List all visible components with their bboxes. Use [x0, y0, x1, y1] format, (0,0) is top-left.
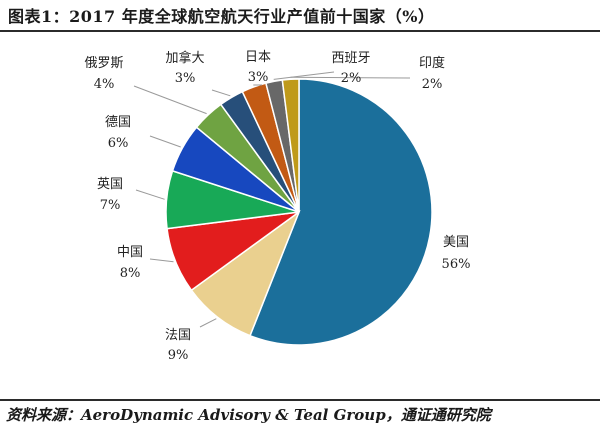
- slice-value-label: 56%: [442, 257, 471, 272]
- slice-category-label: 法国: [165, 328, 191, 343]
- pie-slices: [165, 78, 433, 346]
- leader-line-7: [211, 89, 231, 97]
- leader-line-6: [133, 85, 207, 115]
- slice-category-label: 德国: [105, 115, 131, 130]
- slice-category-label: 中国: [117, 245, 143, 260]
- slice-value-label: 7%: [100, 198, 121, 213]
- slice-value-label: 6%: [108, 136, 129, 151]
- slice-category-label: 俄罗斯: [84, 56, 123, 71]
- pie-slice-10: [281, 78, 300, 213]
- slice-category-label: 西班牙: [331, 51, 370, 66]
- leader-line-3: [149, 258, 174, 263]
- slice-category-label: 加拿大: [165, 50, 204, 66]
- pie-slice-1: [249, 78, 433, 346]
- top-rule: [0, 30, 600, 32]
- slice-value-label: 3%: [175, 71, 196, 86]
- leader-lines: [133, 71, 411, 328]
- leader-line-2: [199, 318, 217, 328]
- chart-title: 图表1：2017 年度全球航空航天行业产值前十国家（%）: [8, 7, 435, 26]
- leader-line-10: [290, 76, 411, 79]
- bottom-rule: [0, 399, 600, 401]
- slice-category-label: 印度: [419, 55, 445, 71]
- slice-labels: 美国 56% 法国 9% 中国 8% 英国 7% 德国 6% 俄罗斯 4% 加拿大 3% 日本 3% 西班牙 2%…: [84, 50, 470, 363]
- slice-value-label: 3%: [248, 70, 269, 85]
- slice-category-label: 英国: [97, 177, 123, 192]
- slice-value-label: 4%: [94, 77, 115, 92]
- slice-category-label: 日本: [245, 50, 271, 65]
- slice-value-label: 2%: [341, 71, 362, 86]
- leader-line-5: [149, 135, 181, 148]
- leader-line-4: [135, 189, 165, 200]
- slice-value-label: 9%: [168, 348, 189, 363]
- slice-category-label: 美国: [443, 235, 469, 250]
- slice-value-label: 8%: [120, 266, 141, 281]
- slice-value-label: 2%: [422, 77, 443, 92]
- source-note: 资料来源：AeroDynamic Advisory & Teal Group，通…: [6, 406, 491, 424]
- leader-line-9: [273, 71, 335, 80]
